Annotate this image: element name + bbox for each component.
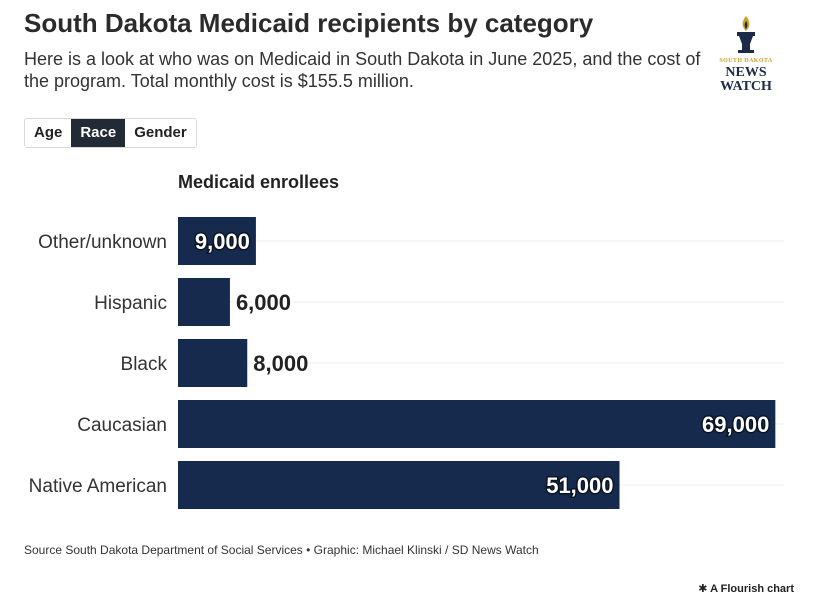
value-label: 8,000	[253, 351, 308, 376]
category-tabs: Age Race Gender	[24, 118, 197, 148]
bar[interactable]	[178, 400, 776, 448]
bar[interactable]	[178, 461, 620, 509]
bar[interactable]	[178, 339, 248, 387]
category-label: Other/unknown	[38, 232, 167, 253]
credit-label: A Flourish chart	[710, 583, 794, 595]
category-label: Black	[121, 354, 168, 375]
bar[interactable]	[178, 217, 256, 265]
bar-chart: Other/unknown 9,000 Hispanic 6,000 Black 8,00…	[29, 217, 784, 509]
category-label: Native American	[29, 476, 167, 497]
tab-age[interactable]: Age	[25, 119, 72, 147]
value-label: 69,000	[702, 412, 769, 437]
category-label: Caucasian	[77, 415, 167, 436]
sd-news-watch-logo: SOUTH DAKOTA NEWS WATCH	[712, 14, 780, 96]
torch-icon	[737, 16, 755, 53]
logo-line-watch: WATCH	[720, 79, 772, 94]
page-subtitle: Here is a look at who was on Medicaid in…	[24, 49, 701, 91]
flourish-credit[interactable]: ✱ A Flourish chart	[698, 582, 794, 595]
value-label: 9,000	[195, 229, 250, 254]
source-note: Source South Dakota Department of Social…	[24, 543, 539, 557]
value-label: 6,000	[236, 290, 291, 315]
value-label: 51,000	[546, 473, 613, 498]
logo-line-state: SOUTH DAKOTA	[719, 58, 773, 64]
bar[interactable]	[178, 278, 230, 326]
asterisk-icon: ✱	[698, 583, 708, 595]
chart-title: Medicaid enrollees	[178, 172, 340, 192]
logo-line-news: NEWS	[725, 65, 767, 80]
page-title: South Dakota Medicaid recipients by cate…	[24, 8, 594, 38]
tab-gender[interactable]: Gender	[125, 119, 196, 147]
tab-race[interactable]: Race	[71, 119, 126, 147]
category-label: Hispanic	[94, 293, 167, 314]
